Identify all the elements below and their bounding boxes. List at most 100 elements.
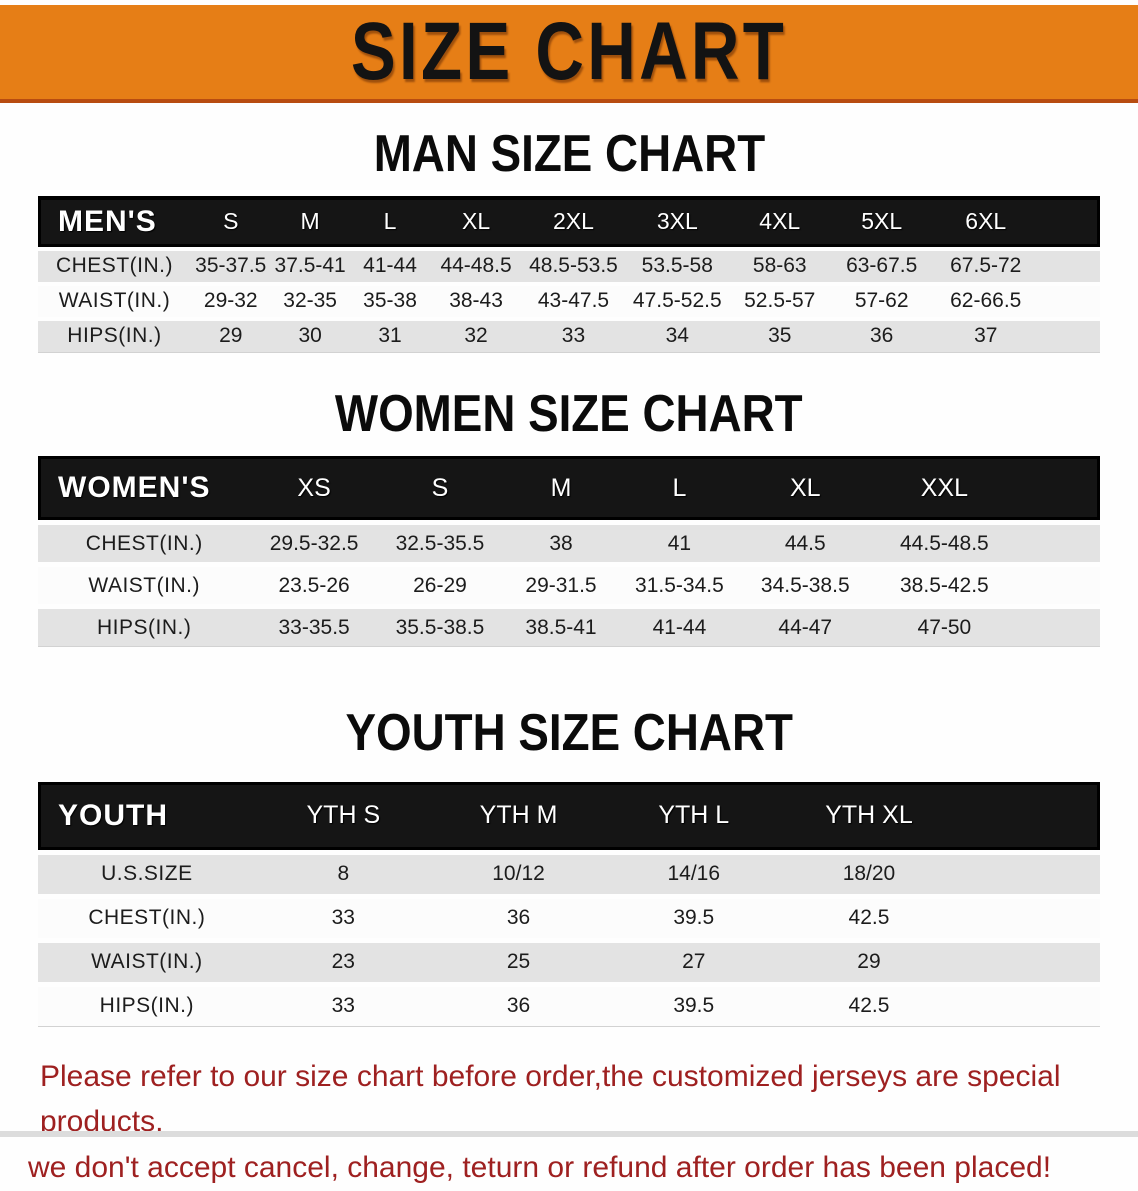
size-cell: 36 — [430, 986, 607, 1027]
men-header-row: MEN'S S M L XL 2XL 3XL 4XL 5XL 6XL — [38, 195, 1100, 247]
column-header: YTH L — [606, 781, 782, 850]
size-cell: 58-63 — [729, 250, 831, 282]
size-cell: 25 — [430, 942, 607, 982]
size-cell: 47-50 — [871, 609, 1018, 648]
table-row: WAIST(IN.) 29-32 32-35 35-38 38-43 43-47… — [38, 285, 1100, 317]
size-cell: 29.5-32.5 — [250, 525, 378, 563]
size-cell: 18/20 — [781, 854, 957, 894]
row-label: U.S.SIZE — [38, 854, 256, 894]
spacer-cell — [956, 986, 1100, 1027]
size-cell: 33-35.5 — [250, 609, 378, 648]
size-cell: 29-32 — [190, 285, 271, 317]
size-cell: 53.5-58 — [625, 250, 730, 282]
youth-table-corner-label: YOUTH — [38, 781, 256, 850]
column-header: YTH S — [255, 781, 431, 850]
size-cell: 37.5-41 — [270, 250, 350, 282]
size-cell: 67.5-72 — [933, 250, 1039, 282]
size-cell: 34.5-38.5 — [738, 567, 872, 605]
size-cell: 29 — [781, 942, 957, 982]
column-header: 2XL — [521, 195, 626, 247]
size-cell: 31.5-34.5 — [619, 567, 739, 605]
women-section-heading-text: WOMEN SIZE CHART — [335, 384, 803, 443]
column-header: M — [270, 195, 350, 247]
size-cell: 47.5-52.5 — [625, 285, 730, 317]
size-cell: 62-66.5 — [933, 285, 1039, 317]
size-cell: 38.5-42.5 — [871, 567, 1018, 605]
column-header: XL — [738, 456, 872, 521]
column-header: YTH M — [430, 781, 607, 850]
size-cell: 26-29 — [377, 567, 503, 605]
size-cell: 14/16 — [606, 854, 782, 894]
size-cell: 10/12 — [430, 854, 607, 894]
size-cell: 34 — [625, 320, 730, 353]
disclaimer-line-1: Please refer to our size chart before or… — [40, 1059, 1061, 1139]
size-cell: 32 — [430, 320, 522, 353]
size-cell: 8 — [255, 854, 431, 894]
men-section-heading: MAN SIZE CHART — [0, 127, 1138, 182]
men-table-corner-label: MEN'S — [38, 195, 191, 247]
women-section-heading: WOMEN SIZE CHART — [0, 384, 1138, 443]
size-cell: 30 — [270, 320, 350, 353]
size-cell: 33 — [255, 898, 431, 938]
size-cell: 39.5 — [606, 898, 782, 938]
youth-size-table: YOUTH YTH S YTH M YTH L YTH XL U.S.SIZE … — [38, 777, 1100, 1032]
size-cell: 35-37.5 — [190, 250, 271, 282]
size-cell: 37 — [933, 320, 1039, 353]
size-cell: 48.5-53.5 — [521, 250, 626, 282]
column-header: 4XL — [729, 195, 831, 247]
size-cell: 32-35 — [270, 285, 350, 317]
column-header: S — [190, 195, 271, 247]
size-cell: 27 — [606, 942, 782, 982]
spacer-cell — [1038, 195, 1100, 247]
column-header: XL — [430, 195, 522, 247]
spacer-cell — [1038, 320, 1100, 353]
spacer-cell — [1038, 250, 1100, 282]
column-header: 5XL — [830, 195, 934, 247]
row-label: CHEST(IN.) — [38, 250, 191, 282]
spacer-cell — [956, 781, 1100, 850]
size-cell: 23.5-26 — [250, 567, 378, 605]
size-cell: 36 — [830, 320, 934, 353]
row-label: CHEST(IN.) — [38, 525, 251, 563]
table-row: CHEST(IN.) 33 36 39.5 42.5 — [38, 898, 1100, 938]
row-label: HIPS(IN.) — [38, 986, 256, 1027]
table-row: HIPS(IN.) 29 30 31 32 33 34 35 36 37 — [38, 320, 1100, 353]
size-cell: 32.5-35.5 — [377, 525, 503, 563]
women-header-row: WOMEN'S XS S M L XL XXL — [38, 456, 1100, 521]
spacer-cell — [956, 898, 1100, 938]
size-cell: 38.5-41 — [502, 609, 620, 648]
size-cell: 29 — [190, 320, 271, 353]
table-row: HIPS(IN.) 33 36 39.5 42.5 — [38, 986, 1100, 1027]
disclaimer-line-2: we don't accept cancel, change, teturn o… — [28, 1150, 1052, 1184]
size-cell: 44-47 — [738, 609, 872, 648]
size-cell: 35-38 — [349, 285, 431, 317]
spacer-cell — [1017, 525, 1100, 563]
size-cell: 33 — [521, 320, 626, 353]
size-cell: 31 — [349, 320, 431, 353]
size-cell: 41 — [619, 525, 739, 563]
size-cell: 38-43 — [430, 285, 522, 317]
women-table-corner-label: WOMEN'S — [38, 456, 251, 521]
page-title: SIZE CHART — [350, 6, 788, 97]
youth-section-heading: YOUTH SIZE CHART — [0, 706, 1138, 761]
size-cell: 63-67.5 — [830, 250, 934, 282]
table-row: CHEST(IN.) 29.5-32.5 32.5-35.5 38 41 44.… — [38, 525, 1100, 563]
spacer-cell — [1038, 285, 1100, 317]
size-cell: 38 — [502, 525, 620, 563]
size-cell: 44.5 — [738, 525, 872, 563]
table-row: WAIST(IN.) 23.5-26 26-29 29-31.5 31.5-34… — [38, 567, 1100, 605]
men-size-table: MEN'S S M L XL 2XL 3XL 4XL 5XL 6XL CHEST… — [38, 192, 1100, 357]
size-cell: 57-62 — [830, 285, 934, 317]
spacer-cell — [956, 942, 1100, 982]
size-cell: 42.5 — [781, 986, 957, 1027]
row-label: HIPS(IN.) — [38, 609, 251, 648]
size-cell: 44-48.5 — [430, 250, 522, 282]
size-cell: 36 — [430, 898, 607, 938]
column-header: XXL — [871, 456, 1018, 521]
column-header: S — [377, 456, 503, 521]
men-section-heading-text: MAN SIZE CHART — [373, 125, 765, 183]
row-label: WAIST(IN.) — [38, 942, 256, 982]
size-cell: 39.5 — [606, 986, 782, 1027]
youth-header-row: YOUTH YTH S YTH M YTH L YTH XL — [38, 781, 1100, 850]
size-cell: 23 — [255, 942, 431, 982]
